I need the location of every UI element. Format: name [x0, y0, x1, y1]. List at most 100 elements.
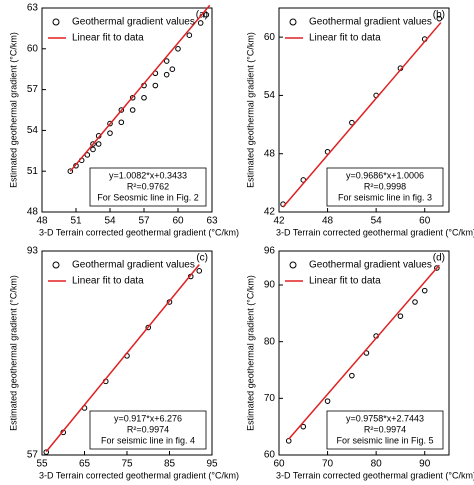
x-tick-label: 75 [121, 459, 133, 470]
data-point [107, 130, 113, 136]
plot-frame [278, 250, 450, 456]
annotation: R²=0.9998 [364, 181, 406, 191]
y-tick-label: 96 [264, 246, 276, 257]
data-point [197, 20, 204, 26]
y-tick-label: 60 [27, 43, 39, 54]
annotation: For Seosmic line in Fig. 2 [97, 192, 199, 202]
data-point [107, 120, 113, 127]
data-point [349, 372, 355, 379]
x-axis-label: 3-D Terrain corrected geothermal gradien… [39, 470, 239, 480]
data-point [300, 423, 307, 430]
x-tick-label: 60 [172, 216, 184, 227]
legend-label: Linear fit to data [72, 276, 144, 287]
legend-label: Linear fit to data [309, 276, 381, 287]
plot-frame [278, 7, 450, 213]
x-tick-label: 42 [273, 216, 285, 227]
data-point [84, 152, 91, 158]
y-tick-label: 54 [27, 125, 39, 136]
data-point [163, 58, 170, 64]
y-tick-label: 63 [27, 3, 39, 14]
data-point [163, 71, 170, 78]
x-tick-label: 70 [322, 459, 334, 470]
data-point [186, 32, 193, 39]
legend-symbol [289, 261, 297, 269]
x-tick-label: 57 [138, 216, 150, 227]
x-tick-label: 54 [371, 216, 383, 227]
annotation: For seismic line in fig. 4 [101, 435, 195, 445]
annotation: y=0.9758*x+2.7443 [346, 413, 424, 423]
data-point [141, 94, 147, 101]
data-point [349, 119, 355, 126]
y-tick-label: 42 [264, 207, 276, 218]
annotation: y=0.9686*x+1.0006 [346, 170, 424, 180]
data-point [43, 449, 50, 455]
data-point [145, 324, 152, 331]
fit-line [69, 4, 211, 172]
y-axis-label: Estimated geothermal gradient (°C/km) [245, 32, 255, 188]
data-point [95, 141, 102, 147]
annotation: For seismic line in fig. 3 [338, 192, 432, 202]
annotation-box [89, 167, 207, 207]
data-point [196, 268, 203, 274]
annotation: y=0.917*x+6.276 [114, 413, 182, 423]
annotation: R²=0.9974 [364, 424, 406, 434]
y-tick-label: 54 [264, 90, 276, 101]
legend-symbol [52, 261, 60, 269]
y-axis-label: Estimated geothermal gradient (°C/km) [245, 275, 255, 431]
data-point [175, 46, 181, 52]
fit-line [288, 264, 440, 440]
x-axis-label: 3-D Terrain corrected geothermal gradien… [39, 227, 239, 237]
y-tick-label: 90 [264, 280, 276, 291]
y-tick-label: 57 [27, 450, 39, 461]
data-point [129, 107, 136, 113]
legend-symbol [289, 18, 297, 26]
data-point [90, 141, 96, 147]
annotation: R²=0.9762 [127, 181, 169, 191]
panel-label: (d) [433, 253, 445, 264]
data-point [421, 287, 428, 294]
data-point [152, 82, 159, 89]
data-point [129, 94, 136, 101]
annotation-box [89, 410, 207, 450]
data-point [203, 12, 210, 18]
legend-label: Geothermal gradient values [309, 17, 432, 28]
data-point [324, 398, 331, 404]
data-point [397, 313, 404, 319]
annotation: R²=0.9974 [127, 424, 169, 434]
legend-label: Geothermal gradient values [309, 260, 432, 271]
y-tick-label: 80 [264, 336, 276, 347]
x-tick-label: 60 [419, 216, 431, 227]
x-tick-label: 55 [36, 459, 48, 470]
plot-frame [41, 7, 213, 213]
annotation-box [326, 167, 444, 207]
y-tick-label: 57 [27, 84, 39, 95]
y-tick-label: 48 [27, 207, 39, 218]
legend-label: Linear fit to data [309, 33, 381, 44]
x-tick-label: 95 [206, 459, 218, 470]
y-tick-label: 60 [264, 450, 276, 461]
y-tick-label: 51 [27, 166, 39, 177]
data-point [90, 146, 96, 153]
annotation: y=1.0082*x+0.3433 [109, 170, 187, 180]
x-tick-label: 63 [206, 216, 218, 227]
x-tick-label: 85 [164, 459, 176, 470]
panel-label: (c) [196, 253, 208, 264]
x-tick-label: 51 [70, 216, 82, 227]
data-point [434, 265, 440, 271]
x-tick-label: 60 [273, 459, 285, 470]
x-axis-label: 3-D Terrain corrected geothermal gradien… [276, 227, 474, 237]
data-point [166, 299, 173, 305]
fit-line [282, 22, 442, 208]
x-tick-label: 65 [79, 459, 91, 470]
annotation: For seismic line in Fig. 5 [336, 435, 433, 445]
data-point [412, 299, 418, 305]
x-tick-label: 80 [371, 459, 383, 470]
x-tick-label: 90 [419, 459, 431, 470]
data-point [118, 119, 125, 126]
data-point [285, 438, 292, 444]
y-tick-label: 93 [27, 246, 39, 257]
y-axis-label: Estimated geothermal gradient (°C/km) [8, 32, 18, 188]
data-point [436, 15, 443, 22]
y-tick-label: 70 [264, 393, 276, 404]
